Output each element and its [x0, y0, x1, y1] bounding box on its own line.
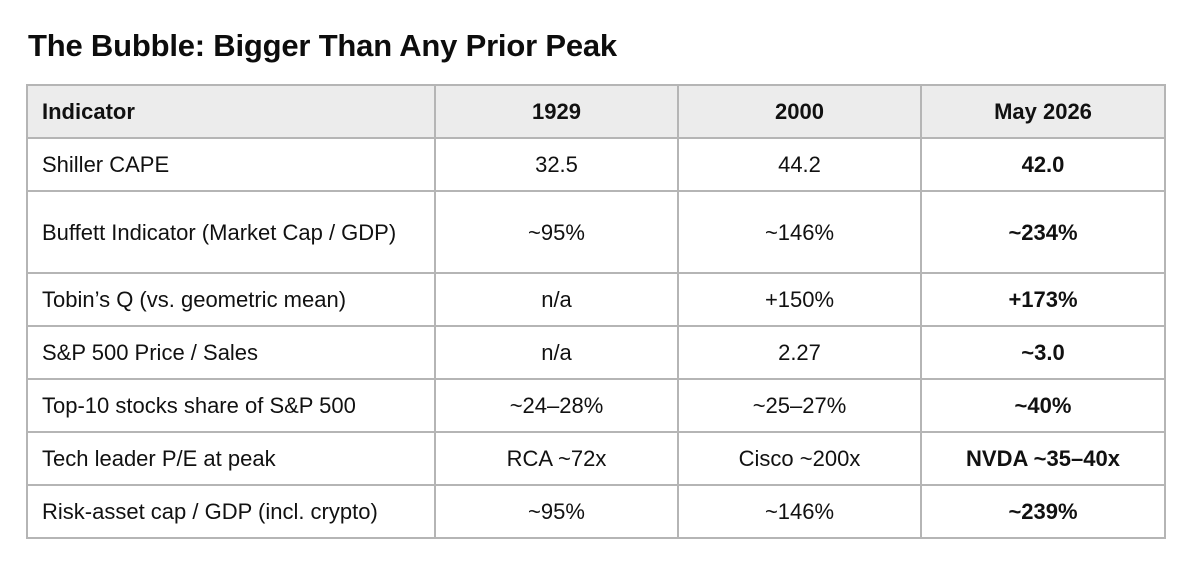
- row-label: Tech leader P/E at peak: [26, 431, 436, 486]
- table-header-row: Indicator 1929 2000 May 2026: [26, 84, 1166, 139]
- cell-2000: 44.2: [677, 137, 922, 192]
- cell-may-2026: ~234%: [920, 190, 1166, 274]
- cell-may-2026: ~239%: [920, 484, 1166, 539]
- cell-1929: ~24–28%: [434, 378, 679, 433]
- table-row: Risk-asset cap / GDP (incl. crypto) ~95%…: [26, 484, 1166, 539]
- row-label: Buffett Indicator (Market Cap / GDP): [26, 190, 436, 274]
- table-row: Tech leader P/E at peak RCA ~72x Cisco ~…: [26, 431, 1166, 486]
- cell-2000: +150%: [677, 272, 922, 327]
- cell-may-2026: ~3.0: [920, 325, 1166, 380]
- cell-may-2026: NVDA ~35–40x: [920, 431, 1166, 486]
- table-row: Top-10 stocks share of S&P 500 ~24–28% ~…: [26, 378, 1166, 433]
- cell-1929: n/a: [434, 325, 679, 380]
- cell-may-2026: ~40%: [920, 378, 1166, 433]
- column-header-may-2026: May 2026: [920, 84, 1166, 139]
- row-label: Shiller CAPE: [26, 137, 436, 192]
- table-row: Tobin’s Q (vs. geometric mean) n/a +150%…: [26, 272, 1166, 327]
- cell-1929: ~95%: [434, 190, 679, 274]
- page-title: The Bubble: Bigger Than Any Prior Peak: [28, 28, 617, 63]
- column-header-1929: 1929: [434, 84, 679, 139]
- cell-1929: RCA ~72x: [434, 431, 679, 486]
- cell-2000: ~146%: [677, 484, 922, 539]
- row-label: Top-10 stocks share of S&P 500: [26, 378, 436, 433]
- cell-2000: ~25–27%: [677, 378, 922, 433]
- row-label: Risk-asset cap / GDP (incl. crypto): [26, 484, 436, 539]
- row-label: S&P 500 Price / Sales: [26, 325, 436, 380]
- table-row: Shiller CAPE 32.5 44.2 42.0: [26, 137, 1166, 192]
- cell-2000: ~146%: [677, 190, 922, 274]
- cell-2000: Cisco ~200x: [677, 431, 922, 486]
- cell-1929: n/a: [434, 272, 679, 327]
- cell-may-2026: +173%: [920, 272, 1166, 327]
- table-row: Buffett Indicator (Market Cap / GDP) ~95…: [26, 190, 1166, 274]
- cell-1929: 32.5: [434, 137, 679, 192]
- column-header-indicator: Indicator: [26, 84, 436, 139]
- cell-2000: 2.27: [677, 325, 922, 380]
- comparison-table: Indicator 1929 2000 May 2026 Shiller CAP…: [26, 84, 1166, 539]
- column-header-2000: 2000: [677, 84, 922, 139]
- cell-may-2026: 42.0: [920, 137, 1166, 192]
- cell-1929: ~95%: [434, 484, 679, 539]
- table-row: S&P 500 Price / Sales n/a 2.27 ~3.0: [26, 325, 1166, 380]
- row-label: Tobin’s Q (vs. geometric mean): [26, 272, 436, 327]
